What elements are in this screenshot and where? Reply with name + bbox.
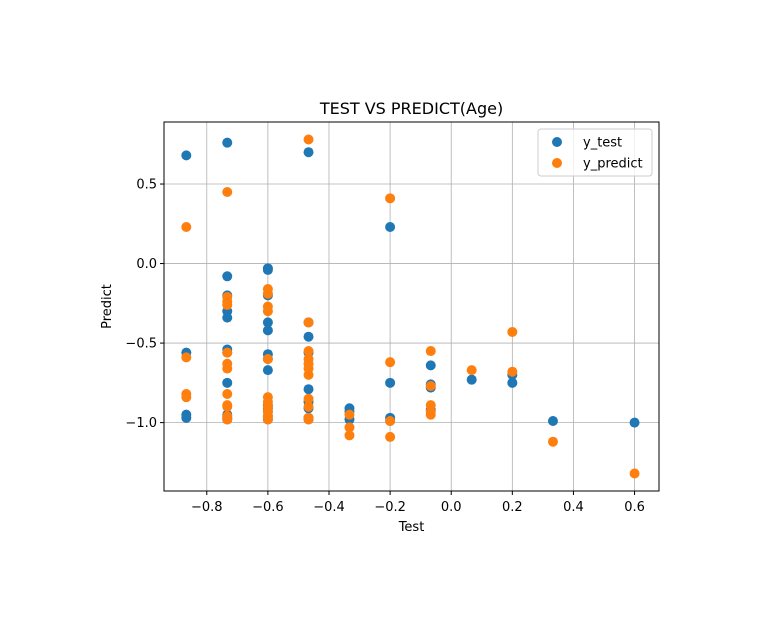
legend-marker-y-test [552, 137, 562, 147]
point-y-predict [303, 369, 314, 380]
point-y-predict [385, 193, 396, 204]
point-y-test [303, 331, 314, 342]
point-y-test [466, 374, 477, 385]
point-y-predict [344, 409, 355, 420]
plot-frame [163, 121, 660, 492]
point-y-predict [466, 365, 477, 376]
point-y-predict [385, 357, 396, 368]
point-y-test [629, 417, 640, 428]
x-tick-label: 0.0 [441, 500, 462, 515]
point-y-predict [222, 388, 233, 399]
point-y-test [262, 317, 273, 328]
point-y-predict [303, 401, 314, 412]
data-points [181, 134, 640, 479]
point-y-test [181, 150, 192, 161]
point-y-test [262, 325, 273, 336]
point-y-predict [425, 346, 436, 357]
x-axis-label: Test [398, 520, 425, 535]
x-tick-label: −0.6 [252, 500, 284, 515]
point-y-test [222, 271, 233, 282]
point-y-predict [181, 221, 192, 232]
legend-box [537, 128, 653, 177]
point-y-predict [222, 299, 233, 310]
point-y-predict [344, 430, 355, 441]
point-y-predict [303, 346, 314, 357]
point-y-test [303, 384, 314, 395]
x-tick-label: 0.2 [502, 500, 523, 515]
legend-marker-y-predict [552, 158, 562, 168]
point-y-test [385, 221, 396, 232]
legend-label-y-test: y_test [583, 136, 622, 151]
point-y-predict [425, 381, 436, 392]
point-y-predict [303, 134, 314, 145]
point-y-predict [344, 422, 355, 433]
point-y-test [222, 312, 233, 323]
y-axis-label: Predict [100, 284, 115, 329]
point-y-test [507, 377, 518, 388]
x-tick-label: −0.2 [374, 500, 406, 515]
point-y-predict [303, 393, 314, 404]
y-tick-label: 0.0 [136, 257, 157, 272]
y-tick-label: 0.5 [136, 178, 157, 193]
point-y-predict [629, 468, 640, 479]
point-y-test [262, 264, 273, 275]
point-y-predict [222, 186, 233, 197]
point-y-test [385, 377, 396, 388]
point-y-predict [222, 347, 233, 358]
point-y-predict [507, 366, 518, 377]
point-y-test [181, 412, 192, 423]
point-y-predict [303, 414, 314, 425]
point-y-test [547, 416, 558, 427]
point-y-predict [262, 353, 273, 364]
x-tick-label: 0.4 [563, 500, 584, 515]
point-y-predict [262, 288, 273, 299]
point-y-predict [547, 436, 558, 447]
point-y-test [425, 360, 436, 371]
point-y-predict [385, 431, 396, 442]
point-y-predict [303, 317, 314, 328]
point-y-predict [262, 306, 273, 317]
point-y-predict [181, 352, 192, 363]
x-tick-label: −0.4 [313, 500, 345, 515]
plot-area [164, 122, 659, 491]
y-tick-label: −1.0 [125, 416, 157, 431]
point-y-predict [181, 392, 192, 403]
point-y-predict [222, 401, 233, 412]
legend: y_test y_predict [537, 128, 653, 177]
point-y-predict [507, 326, 518, 337]
point-y-test [303, 147, 314, 158]
y-tick-label: −0.5 [125, 337, 157, 352]
axis-ticks: −0.8 −0.6 −0.4 −0.2 0.0 0.2 0.4 0.6 0.5 0.0 −0.5 −1… [125, 178, 644, 515]
point-y-predict [222, 363, 233, 374]
point-y-predict [222, 414, 233, 425]
point-y-predict [385, 416, 396, 427]
point-y-predict [425, 409, 436, 420]
x-tick-label: 0.6 [624, 500, 645, 515]
point-y-test [262, 365, 273, 376]
chart-title: TEST VS PREDICT(Age) [319, 99, 503, 118]
point-y-test [222, 377, 233, 388]
point-y-test [222, 137, 233, 148]
point-y-predict [262, 414, 273, 425]
legend-label-y-predict: y_predict [583, 157, 643, 172]
x-tick-label: −0.8 [191, 500, 223, 515]
